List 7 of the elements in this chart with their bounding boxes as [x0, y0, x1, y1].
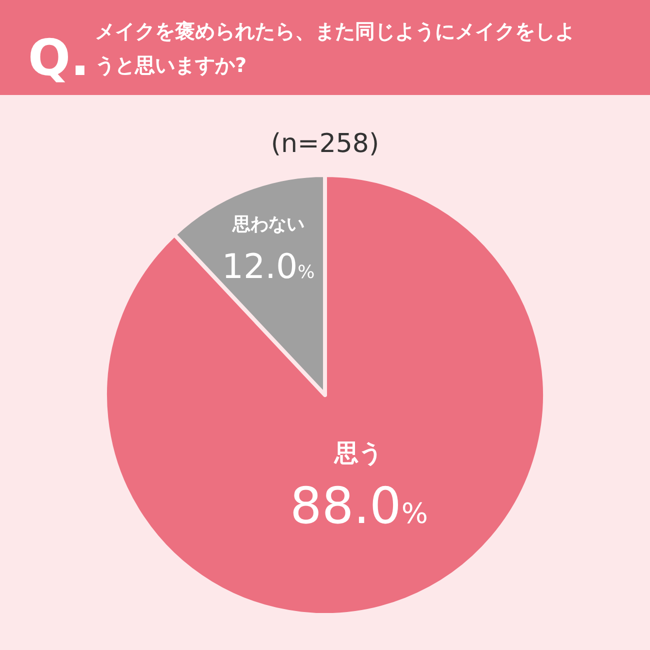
slice-label: 思わない	[231, 214, 304, 235]
chart-title: メイクを褒められたら、また同じようにメイクをしようと思いますか?	[95, 19, 575, 77]
slice-label: 思う	[334, 438, 384, 467]
chart-subtitle: (n=258)	[270, 129, 380, 159]
data-label: 12.0%	[222, 246, 315, 287]
data-label: 88.0%	[290, 476, 428, 535]
text: Q.	[28, 29, 90, 87]
